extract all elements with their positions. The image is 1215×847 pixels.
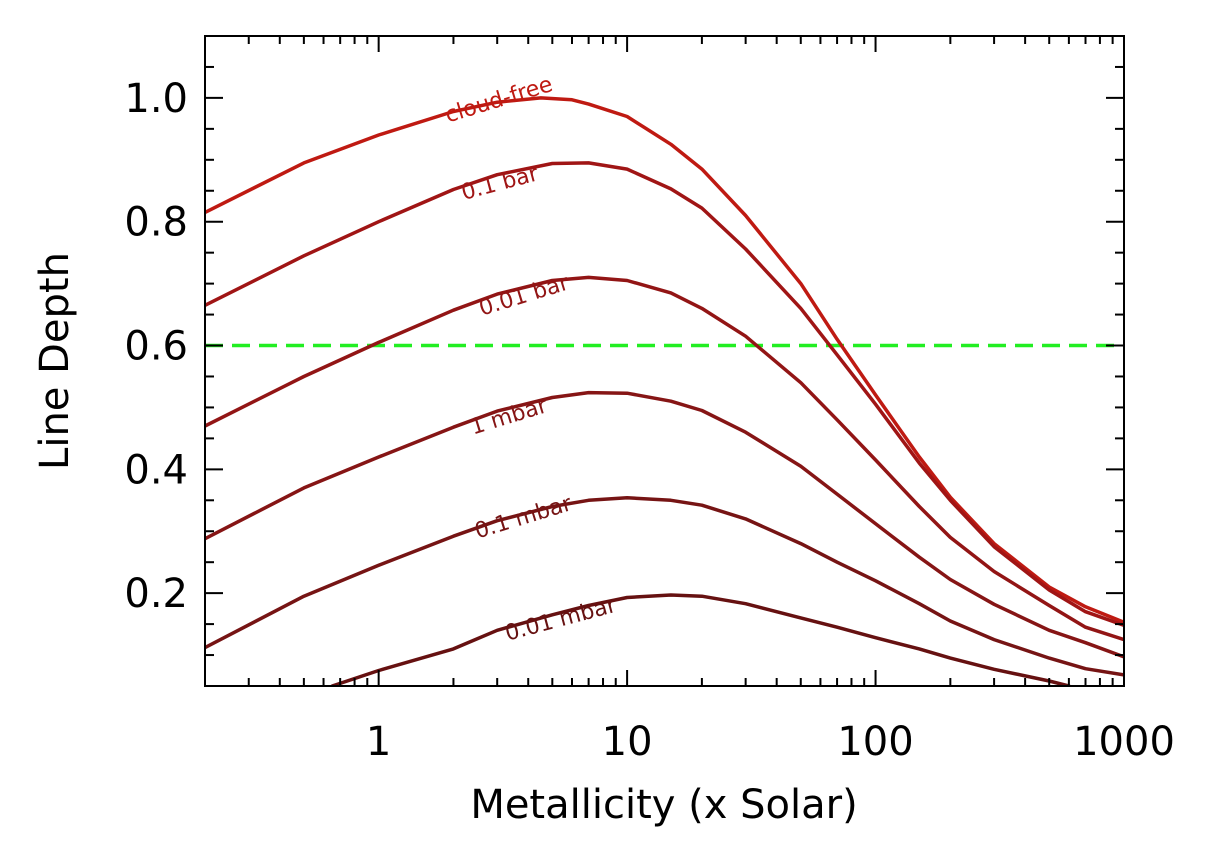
series-line-0 [205, 96, 1124, 624]
series-label-3: 1 mbar [468, 393, 552, 440]
y-tick-label: 0.6 [124, 324, 188, 370]
y-tick-label: 0.8 [124, 200, 188, 246]
y-tick-label: 1.0 [124, 76, 188, 122]
series-line-1 [205, 161, 1124, 628]
series-line-2 [205, 275, 1124, 642]
series-label-1: 0.1 bar [459, 161, 542, 206]
x-axis-title: Metallicity (x Solar) [470, 782, 857, 828]
series-line-4 [205, 496, 1124, 677]
y-tick-label: 0.4 [124, 447, 188, 493]
series-line-3 [205, 390, 1124, 659]
y-tick-label: 0.2 [124, 571, 188, 617]
series-line-5 [330, 593, 1071, 686]
x-tick-label: 100 [837, 719, 913, 765]
series-label-2: 0.01 bar [476, 270, 573, 321]
series-label-5: 0.01 mbar [503, 593, 620, 647]
tick-layer: 1 10 100 1000 0.2 0.4 0.6 0.8 1.0 [124, 36, 1175, 765]
series-label-0: cloud-free [442, 72, 555, 128]
y-axis-title: Line Depth [32, 252, 78, 470]
x-tick-label: 1 [366, 719, 391, 765]
series-label-4: 0.1 mbar [472, 491, 576, 544]
plot-frame [204, 35, 1125, 687]
curve-label-layer: cloud-free 0.1 bar 0.01 bar 1 mbar 0.1 mbar 0… [442, 72, 620, 647]
x-tick-label: 1000 [1073, 719, 1175, 765]
series-layer [205, 96, 1124, 686]
x-tick-label: 10 [602, 719, 653, 765]
